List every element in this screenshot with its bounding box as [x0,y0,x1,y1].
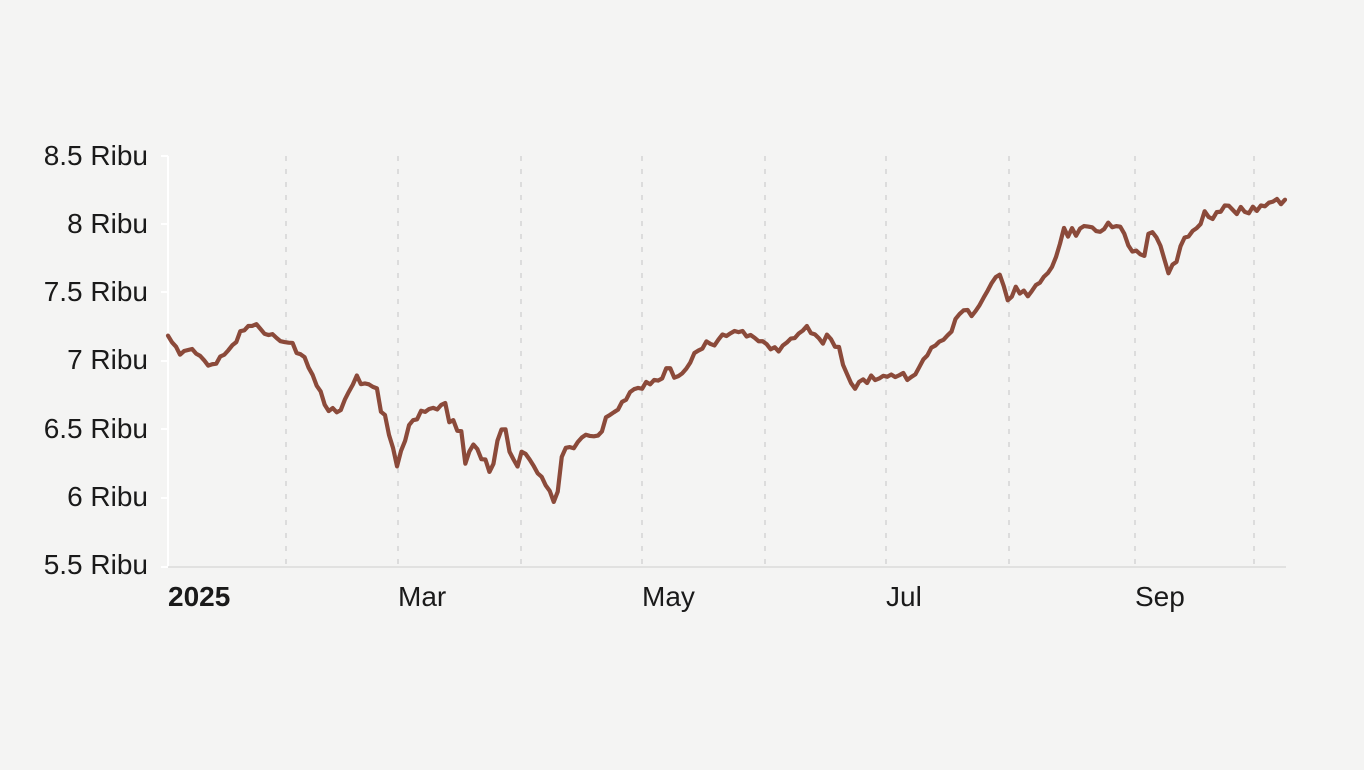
svg-text:7.5 Ribu: 7.5 Ribu [44,276,148,307]
svg-text:5.5 Ribu: 5.5 Ribu [44,549,148,580]
svg-text:May: May [642,581,695,612]
svg-text:Sep: Sep [1135,581,1185,612]
svg-text:2025: 2025 [168,581,230,612]
svg-text:7 Ribu: 7 Ribu [67,344,148,375]
svg-text:6.5 Ribu: 6.5 Ribu [44,413,148,444]
svg-text:8.5 Ribu: 8.5 Ribu [44,140,148,171]
svg-text:Jul: Jul [886,581,922,612]
svg-text:6 Ribu: 6 Ribu [67,481,148,512]
svg-text:8 Ribu: 8 Ribu [67,208,148,239]
svg-text:Mar: Mar [398,581,446,612]
